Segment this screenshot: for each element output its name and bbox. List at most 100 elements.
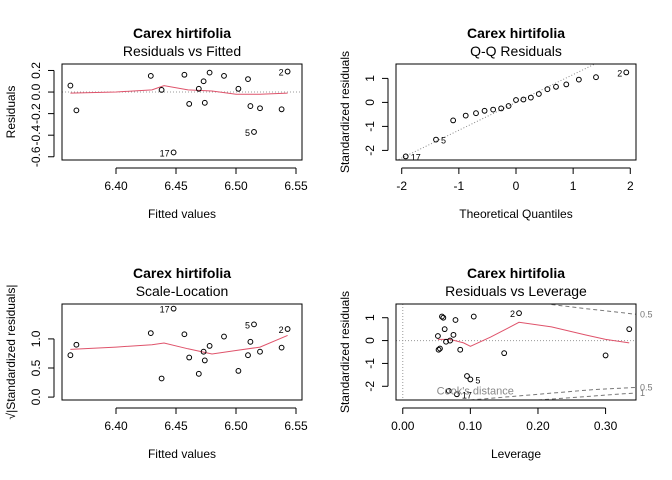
data-point (221, 72, 227, 79)
chart-title: Carex hirtifolia (467, 25, 565, 41)
y-tick-label: 0.2 (29, 62, 43, 79)
data-point (498, 105, 505, 112)
y-tick-label: -0.4 (29, 125, 43, 146)
x-tick-label: 0 (513, 179, 520, 193)
panel-1: Carex hirtifolia Residuals vs Fitted Fitte… (4, 25, 308, 221)
chart-subtitle: Q-Q Residuals (470, 43, 562, 59)
data-point (440, 314, 447, 321)
y-axis-label: Standardized residuals (338, 51, 352, 173)
x-tick-label: 0.30 (594, 419, 618, 433)
y-tick-label: -2 (363, 145, 377, 156)
point-label: 5 (441, 136, 446, 146)
x-tick-label: 6.50 (224, 419, 248, 433)
data-point (435, 333, 441, 339)
point-label: 2 (279, 325, 284, 335)
y-axis-label: Standardized residuals (338, 291, 352, 413)
point-label: 17 (160, 148, 170, 158)
x-tick-label: 6.55 (284, 419, 308, 433)
smooth-line (70, 85, 288, 95)
smooth-line (70, 334, 288, 355)
chart-subtitle: Scale-Location (136, 283, 229, 299)
data-point (513, 97, 519, 103)
chart-title: Carex hirtifolia (133, 265, 231, 281)
y-tick-label: -0.6 (29, 146, 43, 167)
data-point (626, 326, 633, 333)
y-tick-label: -1 (363, 358, 377, 369)
panel-3: Carex hirtifolia Scale-Location Fitted val… (4, 265, 308, 461)
plot-area (67, 305, 291, 382)
data-point (535, 91, 542, 97)
data-point (206, 342, 213, 349)
y-tick-label: -1 (363, 121, 377, 132)
data-point (473, 110, 479, 117)
y-tick-label: 1 (363, 75, 377, 82)
y-axis-label: √|Standardized residuals| (4, 285, 18, 420)
data-point (284, 326, 291, 332)
data-point (527, 94, 534, 101)
plot-frame (61, 303, 303, 401)
x-tick-label: -2 (396, 179, 407, 193)
plot-area (396, 304, 636, 400)
data-point (235, 85, 242, 92)
data-point (453, 391, 460, 398)
y-axis-label: Residuals (4, 86, 18, 139)
cooks-distance-label: Cook's distance (437, 385, 514, 397)
cooks-distance-contour (470, 386, 636, 400)
data-point (433, 136, 439, 143)
data-point (147, 72, 154, 79)
data-point (402, 153, 409, 160)
data-point (457, 346, 464, 353)
contour-label: 0.5 (640, 309, 653, 319)
data-point (73, 107, 80, 114)
data-point (450, 117, 457, 124)
data-point (490, 106, 497, 113)
data-point (201, 357, 208, 364)
point-label: 2 (279, 68, 284, 78)
cooks-distance-contour (551, 304, 636, 315)
data-point (186, 101, 193, 107)
x-tick-label: 0.10 (459, 419, 483, 433)
data-point (501, 350, 508, 357)
data-point (278, 344, 285, 351)
data-point (170, 149, 177, 156)
chart-title: Carex hirtifolia (133, 25, 231, 41)
data-point (195, 85, 202, 92)
x-axis-label: Fitted values (148, 207, 216, 221)
y-tick-label: 0 (363, 99, 377, 106)
data-point (602, 352, 609, 359)
smooth-line (437, 321, 630, 347)
data-point (520, 96, 527, 103)
x-tick-label: 1 (570, 179, 577, 193)
x-tick-label: 6.40 (104, 179, 128, 193)
data-point (200, 78, 207, 85)
data-point (186, 354, 193, 361)
data-point (247, 103, 254, 109)
x-tick-label: 0.20 (526, 419, 550, 433)
y-tick-label: 0.0 (29, 388, 43, 405)
data-point (247, 338, 254, 345)
data-point (470, 313, 477, 320)
data-point (67, 82, 74, 89)
data-point (73, 341, 80, 348)
point-label: 2 (510, 309, 515, 319)
data-point (447, 337, 453, 344)
data-point (147, 330, 154, 336)
plot-area (396, 64, 630, 160)
point-label: 17 (462, 390, 472, 400)
x-tick-label: 6.45 (164, 419, 188, 433)
data-point (462, 112, 469, 119)
data-point (158, 375, 165, 382)
data-point (593, 74, 599, 81)
data-point (195, 370, 202, 377)
cooks-distance-contour (537, 392, 636, 400)
point-label: 17 (411, 152, 421, 162)
x-tick-label: 6.40 (104, 419, 128, 433)
data-point (201, 99, 208, 106)
data-point (257, 105, 263, 112)
data-point (437, 345, 443, 352)
x-tick-label: 6.55 (284, 179, 308, 193)
chart-subtitle: Residuals vs Leverage (445, 283, 587, 299)
data-point (623, 69, 630, 76)
data-point (563, 81, 570, 88)
